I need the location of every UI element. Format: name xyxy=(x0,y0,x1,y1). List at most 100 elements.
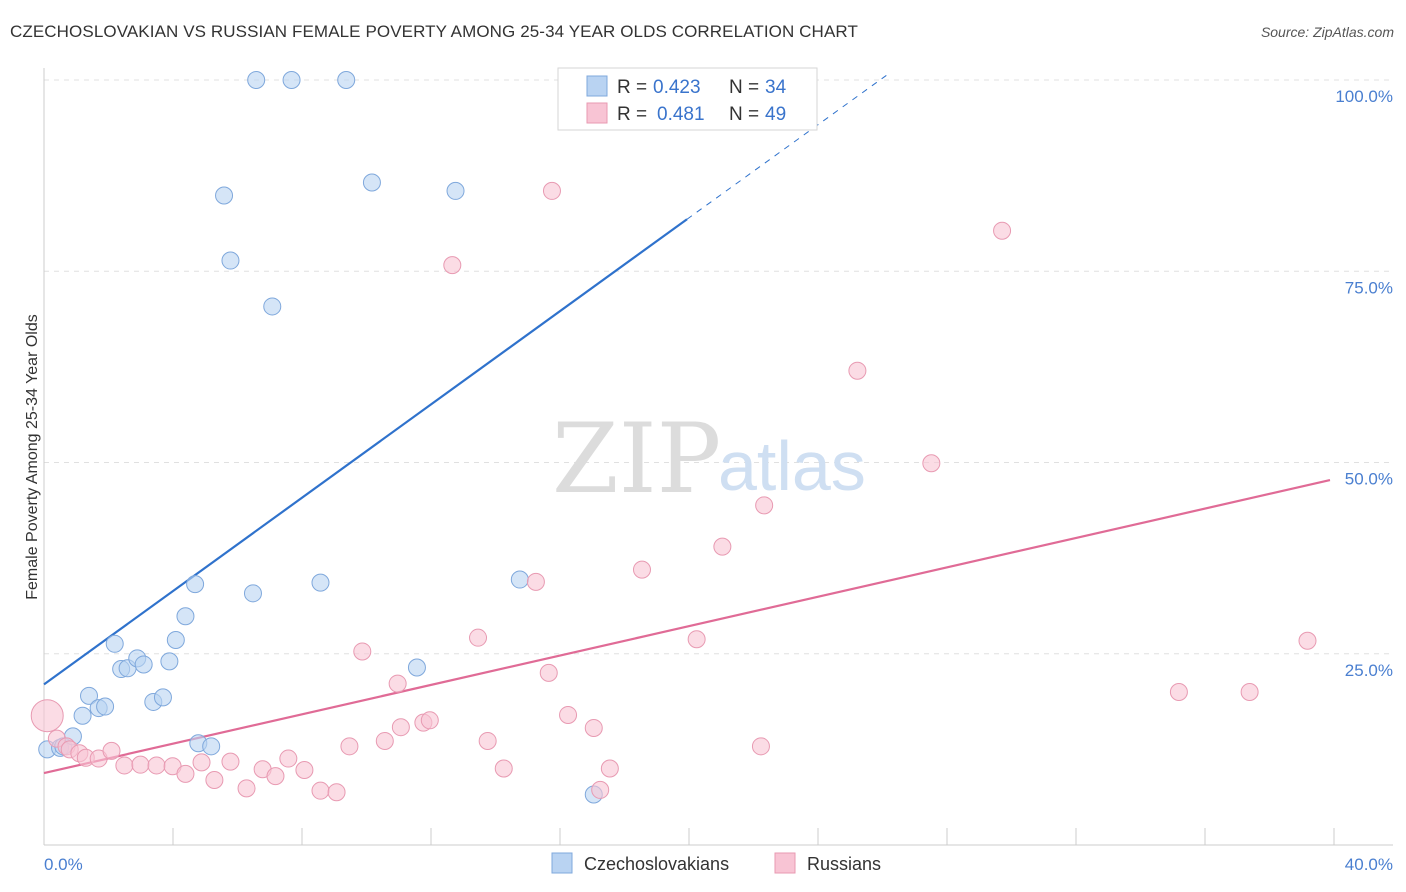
czech-point-15 xyxy=(160,652,179,671)
x-tick-label-max: 40.0% xyxy=(1345,855,1393,874)
russian-point-45 xyxy=(755,496,774,515)
bottom-legend-label-russians: Russians xyxy=(807,854,881,874)
czech-point-14 xyxy=(153,688,172,707)
russian-point-21 xyxy=(311,781,330,800)
bottom-legend: Czechoslovakians Russians xyxy=(551,852,881,874)
data-points xyxy=(30,71,1317,804)
trendline-extension-0 xyxy=(686,75,887,220)
x-ticks xyxy=(43,828,1335,845)
y-tick-label-75: 75.0% xyxy=(1345,278,1393,297)
russian-point-15 xyxy=(221,752,240,771)
czech-point-23 xyxy=(247,71,266,89)
legend-r-value-2: 0.481 xyxy=(657,104,705,125)
russian-point-48 xyxy=(993,221,1012,240)
russian-point-41 xyxy=(632,560,651,579)
czech-point-25 xyxy=(263,297,282,316)
czech-point-24 xyxy=(243,584,262,603)
russian-point-50 xyxy=(1240,683,1259,701)
x-tick-label-min: 0.0% xyxy=(44,855,83,874)
russian-point-16 xyxy=(237,779,256,798)
russian-point-9 xyxy=(131,755,150,774)
czech-point-16 xyxy=(166,630,185,649)
legend-n-label-1: N = xyxy=(729,77,759,98)
bottom-legend-swatch-czechoslovakians xyxy=(551,852,573,874)
trendlines xyxy=(43,75,1331,775)
trendline-1 xyxy=(43,479,1331,775)
russian-point-24 xyxy=(353,642,372,661)
legend-box: R = 0.423 N = 34 R = 0.481 N = 49 xyxy=(557,67,818,131)
czech-point-26 xyxy=(282,71,301,89)
czech-point-18 xyxy=(186,575,205,594)
czech-point-20 xyxy=(202,737,221,756)
russian-point-35 xyxy=(542,181,561,200)
legend-swatch-russians xyxy=(586,102,608,124)
czech-point-17 xyxy=(176,607,195,626)
russian-point-46 xyxy=(848,361,867,380)
czech-point-12 xyxy=(134,655,153,674)
legend-r-value-1: 0.423 xyxy=(653,77,701,98)
czech-point-22 xyxy=(221,251,240,270)
russian-point-44 xyxy=(751,737,770,756)
russian-point-51 xyxy=(1298,631,1317,650)
czech-point-4 xyxy=(73,706,92,725)
russian-point-20 xyxy=(295,761,314,780)
y-tick-label-50: 50.0% xyxy=(1345,470,1393,489)
y-tick-label-100: 100.0% xyxy=(1335,87,1393,106)
legend-n-value-1: 34 xyxy=(765,77,787,98)
watermark-zip: ZIP xyxy=(552,403,721,515)
russian-point-10 xyxy=(147,756,166,775)
y-tick-labels: 25.0% 50.0% 75.0% 100.0% xyxy=(1335,87,1393,680)
legend-swatch-czechoslovakians xyxy=(586,75,608,97)
russian-point-13 xyxy=(192,753,211,772)
russian-point-18 xyxy=(266,767,285,786)
czech-point-30 xyxy=(407,658,426,677)
russian-point-47 xyxy=(922,454,941,473)
y-axis-label: Female Poverty Among 25-34 Year Olds xyxy=(24,314,41,600)
russian-point-27 xyxy=(391,718,410,737)
russian-point-25 xyxy=(375,731,394,750)
russian-point-34 xyxy=(526,572,545,591)
bottom-legend-label-czechoslovakians: Czechoslovakians xyxy=(584,854,729,874)
watermark-atlas: atlas xyxy=(718,427,866,505)
czech-point-8 xyxy=(105,634,124,653)
legend-r-label-2: R = xyxy=(617,104,647,125)
russian-point-0 xyxy=(30,699,64,733)
legend-n-value-2: 49 xyxy=(765,104,786,125)
russian-point-42 xyxy=(687,630,706,649)
czech-point-32 xyxy=(510,570,529,589)
chart-title: CZECHOSLOVAKIAN VS RUSSIAN FEMALE POVERT… xyxy=(10,22,858,41)
russian-point-43 xyxy=(713,537,732,556)
legend-n-label-2: N = xyxy=(729,104,759,125)
russian-point-19 xyxy=(279,749,298,768)
russian-point-39 xyxy=(591,780,610,799)
russian-point-29 xyxy=(420,711,439,730)
russian-point-31 xyxy=(469,628,488,647)
russian-point-32 xyxy=(478,731,497,750)
czech-point-7 xyxy=(96,697,115,716)
russian-point-12 xyxy=(176,764,195,783)
russian-point-22 xyxy=(327,783,346,802)
czech-point-5 xyxy=(80,686,99,705)
russian-point-33 xyxy=(494,759,513,778)
trendline-0 xyxy=(43,218,688,686)
source-label: Source: ZipAtlas.com xyxy=(1260,24,1394,40)
russian-point-8 xyxy=(115,756,134,775)
y-tick-label-25: 25.0% xyxy=(1345,661,1393,680)
russian-point-30 xyxy=(443,256,462,275)
russian-point-40 xyxy=(600,759,619,778)
russian-point-14 xyxy=(205,770,224,789)
czech-point-27 xyxy=(311,573,330,592)
russian-point-37 xyxy=(559,705,578,724)
czech-point-21 xyxy=(215,186,234,205)
russian-point-36 xyxy=(539,663,558,682)
russian-point-23 xyxy=(340,737,359,756)
czech-point-28 xyxy=(337,71,356,89)
czech-point-29 xyxy=(362,173,381,192)
grid-lines xyxy=(44,79,1393,655)
legend-r-label-1: R = xyxy=(617,77,647,98)
bottom-legend-swatch-russians xyxy=(774,852,796,874)
russian-point-7 xyxy=(102,741,121,760)
watermark: ZIP atlas xyxy=(552,403,866,515)
russian-point-26 xyxy=(388,674,407,693)
czech-point-31 xyxy=(446,181,465,200)
